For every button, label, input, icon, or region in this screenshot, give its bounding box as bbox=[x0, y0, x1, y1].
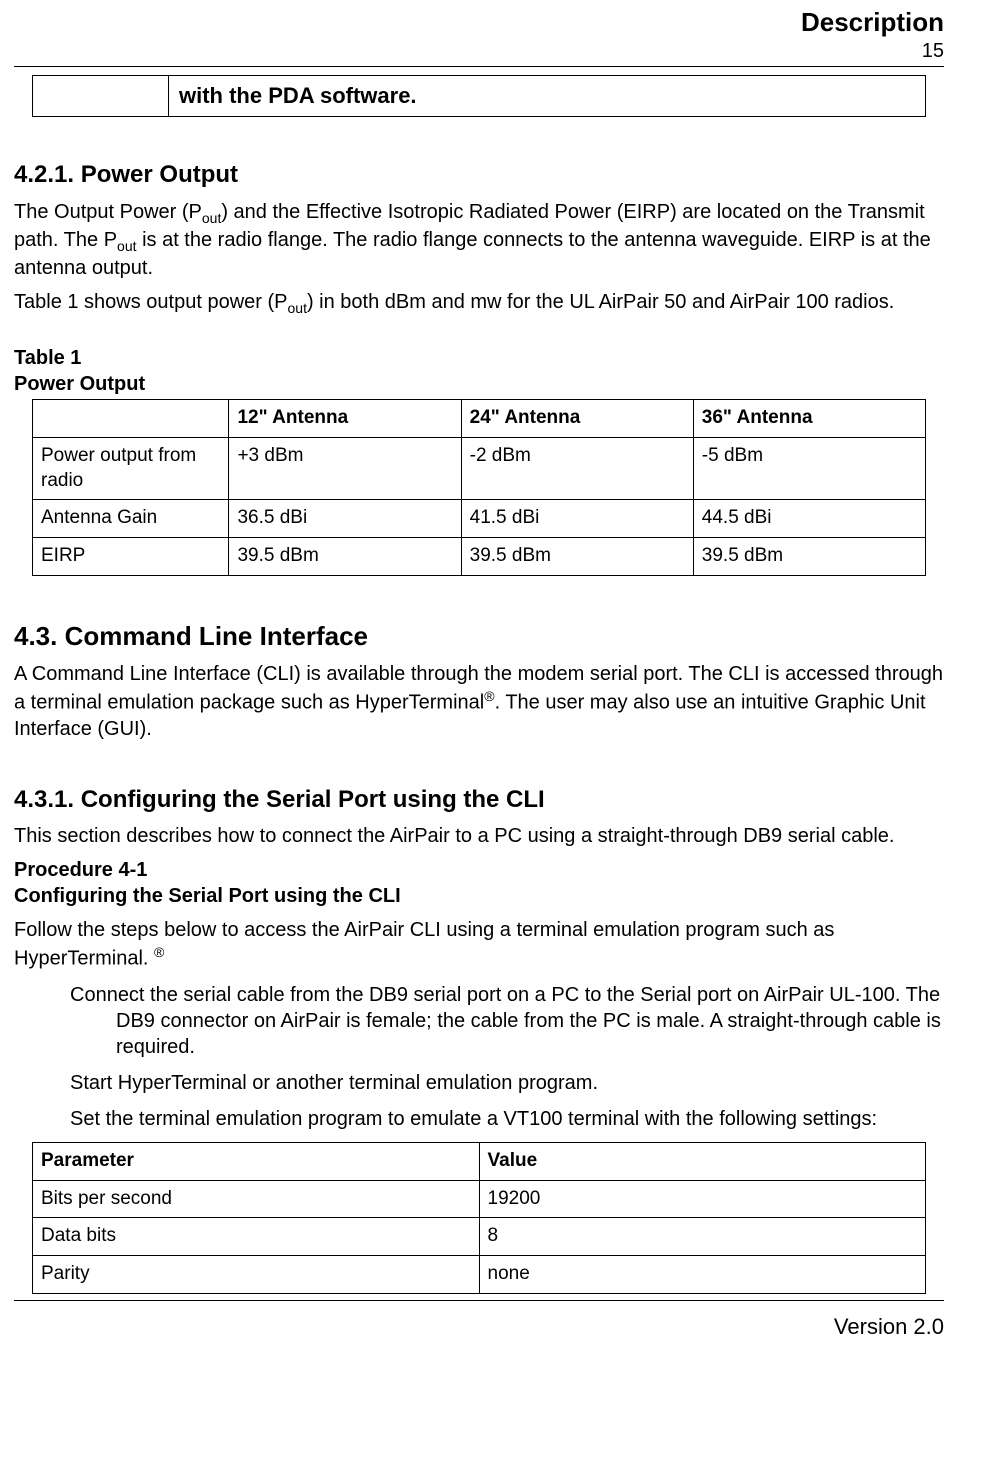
table-header-cell bbox=[33, 400, 229, 438]
table-cell: 39.5 dBm bbox=[229, 537, 461, 575]
table-cell: Data bits bbox=[33, 1218, 480, 1256]
step-text: Start HyperTerminal or another terminal … bbox=[70, 1072, 598, 1094]
heading-4-3-1: 4.3.1. Configuring the Serial Port using… bbox=[14, 784, 944, 815]
table-cell: -5 dBm bbox=[693, 437, 925, 499]
subscript-out: out bbox=[117, 238, 136, 254]
table-header-cell: 12" Antenna bbox=[229, 400, 461, 438]
table-power-output: 12" Antenna 24" Antenna 36" Antenna Powe… bbox=[32, 399, 926, 575]
table-row: Antenna Gain 36.5 dBi 41.5 dBi 44.5 dBi bbox=[33, 500, 926, 538]
paragraph-power-output-2: Table 1 shows output power (Pout) in bot… bbox=[14, 289, 944, 317]
table-header-cell: 24" Antenna bbox=[461, 400, 693, 438]
table-header-row: 12" Antenna 24" Antenna 36" Antenna bbox=[33, 400, 926, 438]
paragraph-follow-steps: Follow the steps below to access the Air… bbox=[14, 917, 944, 972]
table-cell: 36.5 dBi bbox=[229, 500, 461, 538]
table-row: EIRP 39.5 dBm 39.5 dBm 39.5 dBm bbox=[33, 537, 926, 575]
table-cell: Antenna Gain bbox=[33, 500, 229, 538]
paragraph-power-output-1: The Output Power (Pout) and the Effectiv… bbox=[14, 199, 944, 281]
step-text: Connect the serial cable from the DB9 se… bbox=[70, 984, 941, 1058]
subscript-out: out bbox=[202, 210, 221, 226]
step-text: Set the terminal emulation program to em… bbox=[70, 1108, 877, 1130]
paragraph-cli-intro: A Command Line Interface (CLI) is availa… bbox=[14, 661, 944, 742]
heading-4-2-1: 4.2.1. Power Output bbox=[14, 159, 944, 190]
table-cell: 8 bbox=[479, 1218, 926, 1256]
table-cell: 39.5 dBm bbox=[461, 537, 693, 575]
text-span: Follow the steps below to access the Air… bbox=[14, 919, 834, 970]
table-serial-settings: Parameter Value Bits per second 19200 Da… bbox=[32, 1142, 926, 1294]
text-span: is at the radio flange. The radio flange… bbox=[14, 229, 931, 279]
subscript-out: out bbox=[288, 300, 307, 316]
table-row: Bits per second 19200 bbox=[33, 1180, 926, 1218]
table-cell: 39.5 dBm bbox=[693, 537, 925, 575]
table-title: Power Output bbox=[14, 373, 145, 395]
table-cell: EIRP bbox=[33, 537, 229, 575]
table-row: Parity none bbox=[33, 1255, 926, 1293]
table-cell: Bits per second bbox=[33, 1180, 480, 1218]
table-cell: Power output from radio bbox=[33, 437, 229, 499]
table-row: Power output from radio +3 dBm -2 dBm -5… bbox=[33, 437, 926, 499]
page-header: Description 15 bbox=[14, 6, 944, 67]
header-page-number: 15 bbox=[14, 38, 944, 64]
step-3: Set the terminal emulation program to em… bbox=[70, 1106, 944, 1132]
heading-4-3: 4.3. Command Line Interface bbox=[14, 620, 944, 654]
table-cell: +3 dBm bbox=[229, 437, 461, 499]
text-span: Table 1 shows output power (P bbox=[14, 291, 288, 313]
note-text: with the PDA software. bbox=[169, 76, 925, 117]
table-header-cell: Value bbox=[479, 1142, 926, 1180]
table-header-cell: 36" Antenna bbox=[693, 400, 925, 438]
text-span: The Output Power (P bbox=[14, 201, 202, 223]
text-span: ) in both dBm and mw for the UL AirPair … bbox=[307, 291, 894, 313]
step-2: Start HyperTerminal or another terminal … bbox=[70, 1070, 944, 1096]
table-cell: -2 dBm bbox=[461, 437, 693, 499]
table-cell: Parity bbox=[33, 1255, 480, 1293]
step-1: Connect the serial cable from the DB9 se… bbox=[70, 982, 944, 1060]
table-number: Table 1 bbox=[14, 347, 81, 369]
version-text: Version 2.0 bbox=[834, 1314, 944, 1339]
note-left-cell bbox=[33, 76, 169, 117]
table-header-cell: Parameter bbox=[33, 1142, 480, 1180]
superscript-reg: ® bbox=[484, 688, 494, 704]
procedure-label: Procedure 4-1 Configuring the Serial Por… bbox=[14, 857, 944, 909]
table-cell: none bbox=[479, 1255, 926, 1293]
page-footer: Version 2.0 bbox=[14, 1300, 944, 1342]
procedure-title: Configuring the Serial Port using the CL… bbox=[14, 885, 401, 907]
paragraph-serial-intro: This section describes how to connect th… bbox=[14, 823, 944, 849]
table-cell: 19200 bbox=[479, 1180, 926, 1218]
superscript-reg: ® bbox=[154, 944, 164, 960]
table-row: Data bits 8 bbox=[33, 1218, 926, 1256]
table-cell: 41.5 dBi bbox=[461, 500, 693, 538]
table-1-label: Table 1 Power Output bbox=[14, 345, 944, 397]
procedure-number: Procedure 4-1 bbox=[14, 859, 147, 881]
note-box: with the PDA software. bbox=[32, 75, 926, 118]
header-title: Description bbox=[14, 6, 944, 40]
table-header-row: Parameter Value bbox=[33, 1142, 926, 1180]
table-cell: 44.5 dBi bbox=[693, 500, 925, 538]
